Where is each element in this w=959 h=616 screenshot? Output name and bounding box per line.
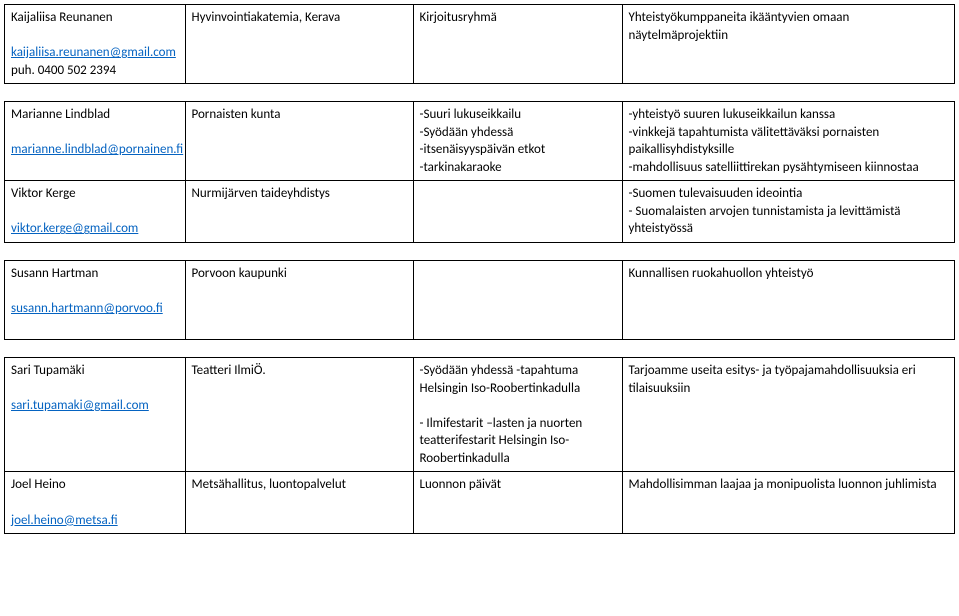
cell-topic xyxy=(413,261,622,340)
contact-email[interactable]: sari.tupamaki@gmail.com xyxy=(11,398,149,413)
contact-email[interactable]: kaijaliisa.reunanen@gmail.com xyxy=(11,45,176,60)
cell-notes: Yhteistyökumppaneita ikääntyvien omaan n… xyxy=(622,5,955,84)
cell-contact: Marianne Lindblad marianne.lindblad@porn… xyxy=(5,102,186,181)
spacer-row xyxy=(5,243,955,261)
cell-notes: Kunnallisen ruokahuollon yhteistyö xyxy=(622,261,955,340)
table-row: Marianne Lindblad marianne.lindblad@porn… xyxy=(5,102,955,181)
cell-contact: Joel Heino joel.heino@metsa.fi xyxy=(5,472,186,534)
cell-topic xyxy=(413,181,622,243)
contact-email[interactable]: joel.heino@metsa.fi xyxy=(11,513,118,528)
contact-email[interactable]: marianne.lindblad@pornainen.fi xyxy=(11,142,183,157)
contact-name: Susann Hartman xyxy=(11,266,98,281)
spacer-row xyxy=(5,340,955,358)
contact-name: Kaijaliisa Reunanen xyxy=(11,10,113,25)
table-row: Susann Hartman susann.hartmann@porvoo.fi… xyxy=(5,261,955,340)
cell-topic: Kirjoitusryhmä xyxy=(413,5,622,84)
cell-topic: -Suuri lukuseikkailu -Syödään yhdessä -i… xyxy=(413,102,622,181)
contact-name: Sari Tupamäki xyxy=(11,363,85,378)
cell-notes: -Suomen tulevaisuuden ideointia - Suomal… xyxy=(622,181,955,243)
contact-email[interactable]: viktor.kerge@gmail.com xyxy=(11,221,138,236)
cell-org: Nurmijärven taideyhdistys xyxy=(185,181,413,243)
contact-name: Marianne Lindblad xyxy=(11,107,110,122)
cell-org: Metsähallitus, luontopalvelut xyxy=(185,472,413,534)
cell-org: Pornaisten kunta xyxy=(185,102,413,181)
cell-notes: -yhteistyö suuren lukuseikkailun kanssa … xyxy=(622,102,955,181)
cell-contact: Sari Tupamäki sari.tupamaki@gmail.com xyxy=(5,358,186,472)
contact-email[interactable]: susann.hartmann@porvoo.fi xyxy=(11,301,163,316)
cell-contact: Susann Hartman susann.hartmann@porvoo.fi xyxy=(5,261,186,340)
table-row: Sari Tupamäki sari.tupamaki@gmail.com Te… xyxy=(5,358,955,472)
cell-topic: Luonnon päivät xyxy=(413,472,622,534)
cell-topic: -Syödään yhdessä -tapahtuma Helsingin Is… xyxy=(413,358,622,472)
contact-name: Viktor Kerge xyxy=(11,186,76,201)
table-row: Joel Heino joel.heino@metsa.fi Metsähall… xyxy=(5,472,955,534)
cell-contact: Viktor Kerge viktor.kerge@gmail.com xyxy=(5,181,186,243)
cell-org: Teatteri IlmiÖ. xyxy=(185,358,413,472)
data-table: Kaijaliisa Reunanen kaijaliisa.reunanen@… xyxy=(4,4,955,534)
spacer-row xyxy=(5,84,955,102)
contact-phone: puh. 0400 502 2394 xyxy=(11,63,116,78)
table-row: Kaijaliisa Reunanen kaijaliisa.reunanen@… xyxy=(5,5,955,84)
cell-notes: Tarjoamme useita esitys- ja työpajamahdo… xyxy=(622,358,955,472)
contact-name: Joel Heino xyxy=(11,477,66,492)
cell-contact: Kaijaliisa Reunanen kaijaliisa.reunanen@… xyxy=(5,5,186,84)
table-row: Viktor Kerge viktor.kerge@gmail.com Nurm… xyxy=(5,181,955,243)
cell-notes: Mahdollisimman laajaa ja monipuolista lu… xyxy=(622,472,955,534)
cell-org: Porvoon kaupunki xyxy=(185,261,413,340)
cell-org: Hyvinvointiakatemia, Kerava xyxy=(185,5,413,84)
